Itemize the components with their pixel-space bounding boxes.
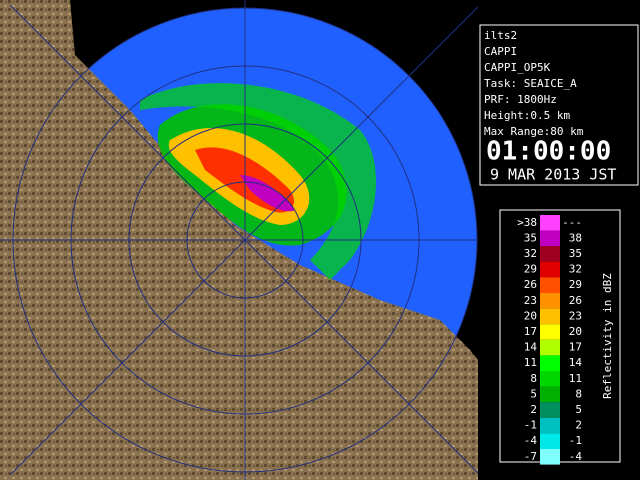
info-line: Task: SEAICE_A — [484, 77, 577, 90]
info-line: Max Range:80 km — [484, 125, 584, 138]
legend-swatch — [540, 261, 560, 278]
legend-swatch — [540, 449, 560, 465]
legend-low: 2 — [530, 403, 537, 416]
legend-swatch — [540, 417, 560, 434]
legend-low: -7 — [524, 450, 537, 463]
legend-low: 5 — [530, 387, 537, 400]
info-line: PRF: 1800Hz — [484, 93, 557, 106]
legend-low: 14 — [524, 341, 538, 354]
legend-high: 11 — [569, 372, 582, 385]
legend-high: -1 — [569, 434, 582, 447]
legend-low: -4 — [524, 434, 538, 447]
echo-band — [140, 83, 377, 280]
info-text: ilts2 CAPPI CAPPI_OP5K Task: SEAICE_A PRF: 1… — [484, 29, 584, 138]
legend-high: 8 — [575, 387, 582, 400]
legend-swatch — [540, 386, 560, 403]
legend-swatch — [540, 215, 560, 231]
legend-low: 26 — [524, 278, 537, 291]
info-line: Height:0.5 km — [484, 109, 570, 122]
legend-high: 14 — [569, 356, 583, 369]
echo-peak — [240, 175, 295, 212]
range-rings — [0, 0, 478, 480]
legend-high: 32 — [569, 263, 582, 276]
info-line: ilts2 — [484, 29, 517, 42]
legend-high: 2 — [575, 419, 582, 432]
legend-swatch — [540, 293, 560, 309]
legend-low: 11 — [524, 356, 537, 369]
legend-high: -4 — [569, 450, 583, 463]
legend-swatch — [540, 308, 560, 325]
time: 01:00:00 — [486, 137, 611, 167]
legend-swatch — [540, 433, 560, 449]
legend-low: 23 — [524, 294, 537, 307]
legend-swatch — [540, 246, 560, 262]
legend-high: 38 — [569, 231, 582, 244]
legend-rows: >38 --- 35 38 32 35 29 32 26 29 23 26 20 23 17 20 14 17 11… — [517, 215, 582, 465]
legend-high: 5 — [575, 403, 582, 416]
legend-high: 35 — [569, 247, 582, 260]
legend-low: 35 — [524, 231, 537, 244]
legend-title: Reflectivity in dBZ — [601, 273, 614, 399]
legend-high: 29 — [569, 278, 582, 291]
legend-high: 17 — [569, 341, 582, 354]
legend-low: 17 — [524, 325, 537, 338]
legend-swatch — [540, 324, 560, 340]
radar-map — [0, 0, 478, 480]
legend-swatch — [540, 355, 560, 371]
info-panel — [479, 24, 639, 186]
info-line: CAPPI — [484, 45, 517, 58]
legend-swatch — [540, 230, 560, 247]
legend-low: 32 — [524, 247, 537, 260]
legend-swatch — [540, 277, 560, 293]
legend-swatch — [540, 371, 560, 387]
legend-swatch — [540, 402, 560, 418]
legend-high: 20 — [569, 325, 582, 338]
legend-high: --- — [562, 216, 582, 229]
legend-low: -1 — [524, 419, 537, 432]
date: 9 MAR 2013 JST — [490, 166, 616, 184]
legend-high: 26 — [569, 294, 582, 307]
info-line: CAPPI_OP5K — [484, 61, 551, 74]
legend-high: 23 — [569, 309, 582, 322]
legend-low: 8 — [530, 372, 537, 385]
legend-swatch — [540, 339, 560, 356]
legend-low: >38 — [517, 216, 537, 229]
legend-low: 20 — [524, 309, 537, 322]
legend-low: 29 — [524, 263, 537, 276]
